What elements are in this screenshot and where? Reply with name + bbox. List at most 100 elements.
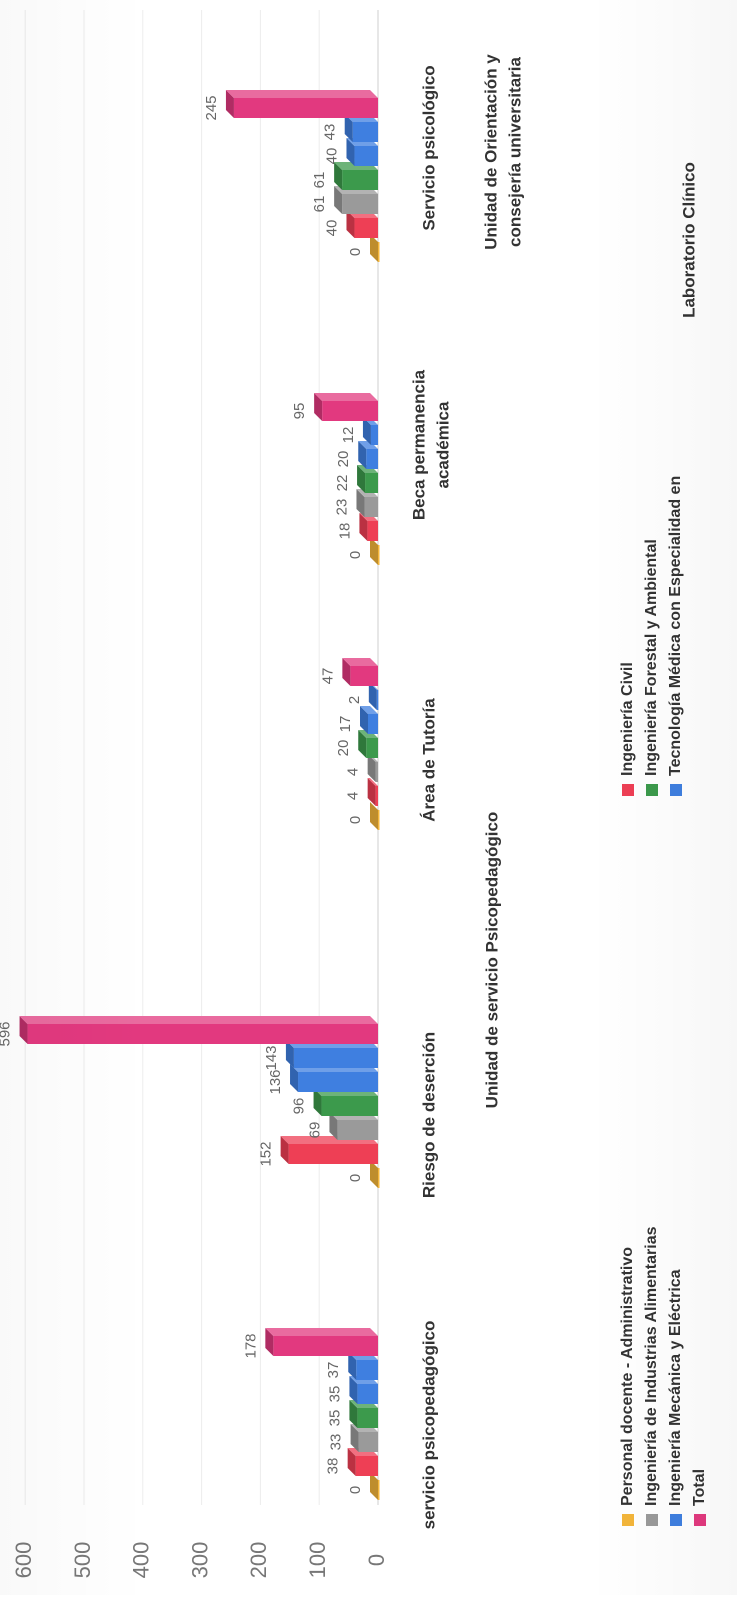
bar-cap xyxy=(370,1472,378,1500)
bar xyxy=(298,1072,378,1092)
bar-cap xyxy=(349,1376,358,1404)
category-labels: servicio psicopedagógico Riesgo de deserc… xyxy=(409,65,452,1529)
legend-swatch xyxy=(622,784,634,796)
data-label: 20 xyxy=(335,451,352,468)
bar-cap xyxy=(348,1352,357,1380)
bar-cap xyxy=(290,1064,299,1092)
bar xyxy=(354,146,378,166)
bar xyxy=(368,714,378,734)
bar-cap xyxy=(19,1016,28,1044)
bar-side xyxy=(225,90,378,98)
y-axis: 0 100 200 300 400 500 600 xyxy=(11,1542,389,1579)
bar-cap xyxy=(314,393,323,421)
category-label: académica xyxy=(433,401,452,488)
bar-cap xyxy=(356,489,365,517)
data-label: 178 xyxy=(242,1333,259,1358)
group-title: consejería universitaria xyxy=(505,56,524,246)
bar-side xyxy=(314,393,378,401)
bar-cap xyxy=(265,1328,274,1356)
data-label: 152 xyxy=(258,1141,275,1166)
bar xyxy=(366,449,378,469)
bar-cap xyxy=(334,186,343,214)
bar xyxy=(355,1456,378,1476)
bar-cap xyxy=(370,802,378,830)
bar-side xyxy=(367,778,378,786)
bar-cap xyxy=(225,90,234,118)
data-label: 43 xyxy=(322,124,339,141)
data-label: 0 xyxy=(347,1486,364,1494)
bar xyxy=(378,1168,380,1188)
bar xyxy=(378,1480,380,1500)
data-label: 95 xyxy=(291,403,308,420)
data-label: 23 xyxy=(333,499,350,516)
data-label: 596 xyxy=(0,1021,14,1046)
legend: Personal docente - Administrativo Ingenie… xyxy=(619,476,708,1526)
bar xyxy=(365,473,378,493)
data-label: 12 xyxy=(340,427,357,444)
legend-label: Ingeniería Civil xyxy=(619,662,636,776)
bar-cap xyxy=(313,1088,322,1116)
legend-label: Personal docente - Administrativo xyxy=(619,1247,636,1506)
bar xyxy=(293,1048,378,1068)
bar xyxy=(352,122,378,142)
bar-cap xyxy=(342,658,351,686)
bar-cap xyxy=(350,1424,359,1452)
bar-cap xyxy=(370,537,378,565)
y-tick-label: 0 xyxy=(364,1554,389,1566)
data-label: 40 xyxy=(323,220,340,237)
bar-cap xyxy=(344,114,353,142)
legend-label: Ingeniería Forestal y Ambiental xyxy=(643,539,660,776)
data-label: 37 xyxy=(325,1362,342,1379)
bar-cap xyxy=(358,730,367,758)
data-label: 22 xyxy=(334,475,351,492)
bar xyxy=(321,1096,378,1116)
bar-side xyxy=(358,441,378,449)
data-label: 2 xyxy=(346,696,363,704)
data-label: 17 xyxy=(337,716,354,733)
bar-cap xyxy=(280,1136,289,1164)
y-tick-label: 100 xyxy=(305,1542,330,1579)
legend-swatch xyxy=(670,1514,682,1526)
bar xyxy=(375,762,378,782)
data-label: 96 xyxy=(291,1098,308,1115)
bars xyxy=(19,90,380,1500)
group-titles: Unidad de servicio Psicopedagógico Unidad… xyxy=(481,54,698,1109)
bar xyxy=(273,1336,378,1356)
y-tick-label: 600 xyxy=(11,1542,36,1579)
y-tick-label: 400 xyxy=(129,1542,154,1579)
category-label: Riesgo de deserción xyxy=(419,1032,438,1198)
bar xyxy=(378,242,380,262)
y-tick-label: 500 xyxy=(70,1542,95,1579)
bar-side xyxy=(342,658,378,666)
bar xyxy=(364,497,378,517)
bar xyxy=(357,1408,378,1428)
legend-label: Ingeniería Mecánica y Eléctrica xyxy=(667,1269,684,1506)
bar xyxy=(322,401,378,421)
legend-swatch xyxy=(622,1514,634,1526)
data-label: 61 xyxy=(311,196,328,213)
bar xyxy=(358,1432,378,1452)
data-label: 0 xyxy=(347,1174,364,1182)
bar xyxy=(288,1144,378,1164)
bar xyxy=(342,194,378,214)
bar xyxy=(378,545,380,565)
bar xyxy=(370,425,378,445)
data-label: 69 xyxy=(306,1122,323,1139)
data-label: 4 xyxy=(345,792,362,800)
bar-side xyxy=(265,1328,378,1336)
bar xyxy=(356,1360,378,1380)
bar-cap xyxy=(357,465,366,493)
data-label: 35 xyxy=(326,1410,343,1427)
bar-cap xyxy=(368,682,377,710)
legend-label: Tecnología Médica con Especialidad en xyxy=(667,476,684,776)
data-label: 4 xyxy=(345,768,362,776)
category-label: servicio psicopedagógico xyxy=(419,1321,438,1530)
bar-cap xyxy=(346,210,355,238)
bar-cap xyxy=(329,1112,338,1140)
data-labels: 0383335353717801526996136143596044201724… xyxy=(0,95,364,1494)
category-label: Beca permanencia xyxy=(409,369,428,520)
bar-cap xyxy=(360,706,369,734)
bar-cap xyxy=(359,513,368,541)
